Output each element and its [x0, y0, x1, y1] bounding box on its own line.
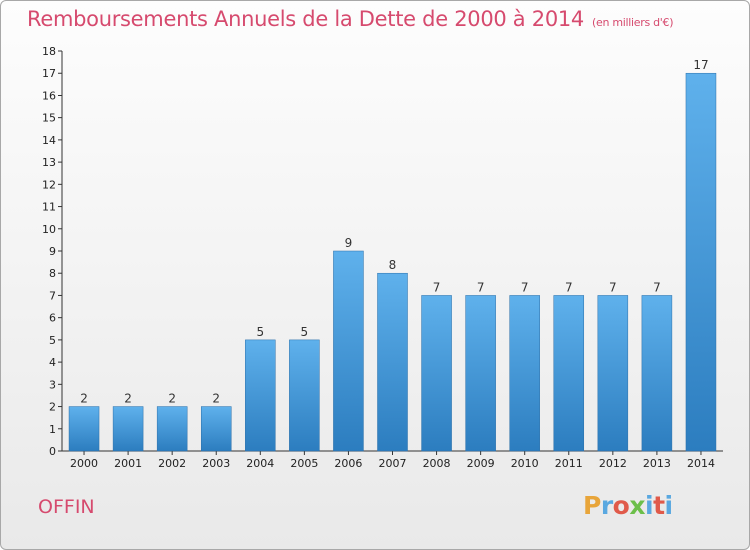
- y-tick-label: 14: [42, 134, 56, 147]
- proxiti-logo: Proxiti: [583, 491, 673, 520]
- x-tick-label-2012: 2012: [599, 457, 627, 470]
- chart-title-text: Remboursements Annuels de la Dette de 20…: [27, 7, 584, 31]
- x-tick-label-2000: 2000: [70, 457, 98, 470]
- logo-letter: x: [629, 491, 645, 520]
- x-tick-label-2008: 2008: [423, 457, 451, 470]
- y-tick-label: 1: [49, 423, 56, 436]
- y-tick-label: 8: [49, 267, 56, 280]
- data-label-2003: 2: [212, 392, 220, 406]
- logo-letter: r: [600, 491, 613, 520]
- data-label-2002: 2: [168, 392, 176, 406]
- chart-unit: (en milliers d'€): [592, 16, 674, 29]
- data-label-2005: 5: [301, 325, 309, 339]
- data-label-2012: 7: [609, 280, 617, 294]
- bar-2008: [421, 295, 452, 452]
- y-tick-label: 18: [42, 45, 56, 58]
- x-tick-label-2009: 2009: [467, 457, 495, 470]
- logo-letter: P: [583, 491, 601, 520]
- data-label-2011: 7: [565, 280, 573, 294]
- data-label-2010: 7: [521, 280, 529, 294]
- y-tick-label: 16: [42, 89, 56, 102]
- bar-2001: [112, 406, 144, 452]
- data-label-2014: 17: [693, 58, 708, 72]
- data-label-2007: 8: [389, 258, 397, 272]
- y-tick-label: 12: [42, 178, 56, 191]
- bar-2010: [509, 295, 540, 452]
- x-tick-label-2014: 2014: [687, 457, 715, 470]
- y-tick-label: 0: [49, 445, 56, 458]
- bar-2006: [333, 250, 364, 452]
- y-tick-label: 17: [42, 67, 56, 80]
- y-tick-label: 11: [42, 201, 56, 214]
- bar-2009: [465, 295, 496, 452]
- y-tick-label: 4: [49, 356, 56, 369]
- y-tick-label: 9: [49, 245, 56, 258]
- x-tick-label-2010: 2010: [511, 457, 539, 470]
- y-tick-label: 5: [49, 334, 56, 347]
- x-tick-label-2007: 2007: [379, 457, 407, 470]
- bar-2002: [156, 406, 188, 452]
- data-label-2004: 5: [256, 325, 264, 339]
- x-tick-label-2013: 2013: [643, 457, 671, 470]
- commune-name: OFFIN: [38, 496, 95, 518]
- x-tick-label-2011: 2011: [555, 457, 583, 470]
- y-tick-label: 3: [49, 378, 56, 391]
- data-label-2009: 7: [477, 280, 485, 294]
- data-label-2000: 2: [80, 392, 88, 406]
- bar-2000: [68, 406, 100, 452]
- bar-2003: [200, 406, 232, 452]
- y-tick-label: 6: [49, 312, 56, 325]
- y-tick-label: 10: [42, 223, 56, 236]
- bar-2005: [289, 339, 320, 452]
- chart-bars: [68, 72, 717, 452]
- logo-letter: i: [664, 491, 674, 520]
- chart-labels: 2 2000 2 2001 2 2002 2 2003 5 2004 5 2005 9 2006 8 2007…: [70, 58, 715, 470]
- y-tick-label: 15: [42, 112, 56, 125]
- y-tick-label: 2: [49, 401, 56, 414]
- x-tick-label-2006: 2006: [334, 457, 362, 470]
- bar-2011: [553, 295, 585, 452]
- x-tick-label-2002: 2002: [158, 457, 186, 470]
- bar-2014: [685, 72, 717, 452]
- data-label-2013: 7: [653, 280, 661, 294]
- bar-2013: [641, 295, 673, 452]
- logo-letter: o: [612, 491, 630, 520]
- data-label-2006: 9: [345, 236, 353, 250]
- bar-2012: [597, 295, 629, 452]
- x-tick-label-2001: 2001: [114, 457, 142, 470]
- y-tick-label: 13: [42, 156, 56, 169]
- logo-letter: i: [645, 491, 654, 520]
- logo-letter: t: [653, 491, 665, 520]
- bar-2007: [377, 272, 408, 452]
- x-tick-label-2005: 2005: [290, 457, 318, 470]
- data-label-2001: 2: [124, 392, 132, 406]
- x-tick-label-2003: 2003: [202, 457, 230, 470]
- y-tick-label: 7: [49, 289, 56, 302]
- x-tick-label-2004: 2004: [246, 457, 274, 470]
- chart-title: Remboursements Annuels de la Dette de 20…: [27, 7, 673, 31]
- bar-2004: [245, 339, 276, 452]
- data-label-2008: 7: [433, 280, 441, 294]
